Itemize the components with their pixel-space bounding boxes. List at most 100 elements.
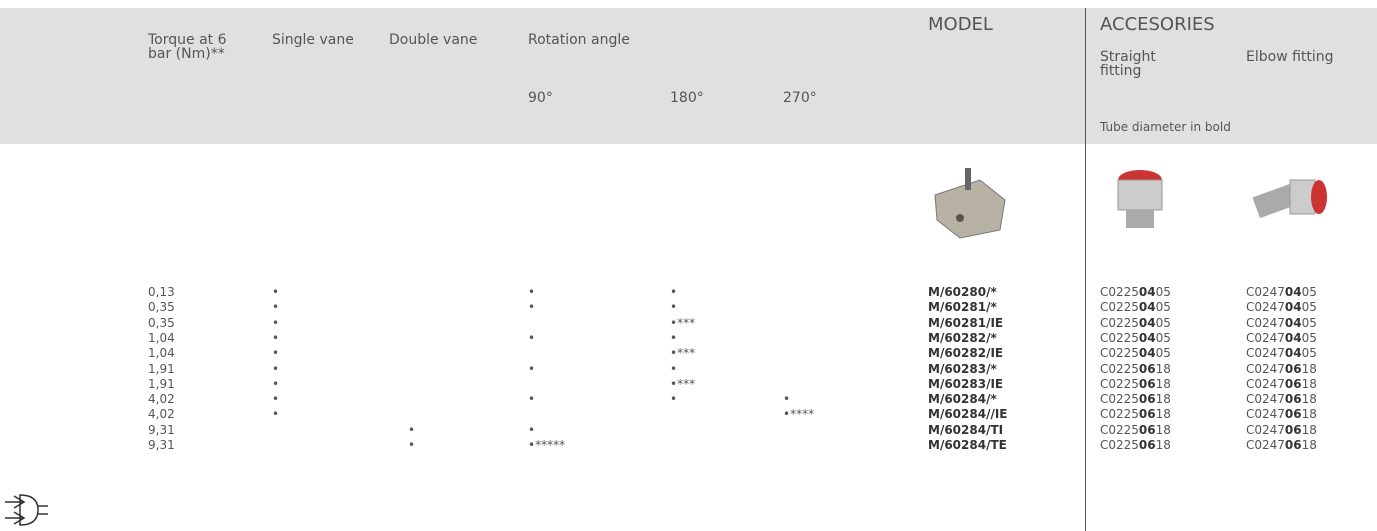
code-pre: C0225 <box>1100 300 1139 315</box>
torque-cell: 1,04 <box>148 330 175 345</box>
code-pre: C0225 <box>1100 361 1139 376</box>
code-post: 18 <box>1155 392 1171 407</box>
straight-code: C02250405 <box>1100 285 1171 300</box>
a180-cell: • <box>670 361 678 376</box>
code-bold: 06 <box>1284 422 1302 437</box>
model-cell: M/60284/* <box>928 392 997 407</box>
a90-cell: • <box>528 361 536 376</box>
code-bold: 06 <box>1284 438 1302 452</box>
elbow-code: C02470405 <box>1246 285 1317 300</box>
elbow-code: C02470618 <box>1246 423 1317 438</box>
straight-code: C02250405 <box>1100 346 1171 361</box>
code-pre: C0247 <box>1246 438 1285 452</box>
code-bold: 04 <box>1284 300 1302 315</box>
elbow-code: C02470405 <box>1246 331 1317 346</box>
elbow-code: C02470618 <box>1246 407 1317 422</box>
model-cell: M/60283/* <box>928 361 997 376</box>
single-cell: • <box>272 346 280 361</box>
code-post: 18 <box>1155 438 1171 452</box>
code-post: 18 <box>1301 438 1317 452</box>
single-cell: • <box>272 361 280 376</box>
torque-cell: 1,91 <box>148 376 175 391</box>
a270-cell: •**** <box>783 407 815 422</box>
model-cell: M/60284/TI <box>928 422 1004 437</box>
torque-cell: 0,35 <box>148 315 175 330</box>
code-pre: C0225 <box>1100 285 1139 299</box>
code-pre: C0247 <box>1246 300 1285 315</box>
straight-header: Straight fitting <box>1100 49 1156 79</box>
code-pre: C0247 <box>1246 407 1285 422</box>
single-cell: • <box>272 407 280 422</box>
header-band <box>0 8 1377 144</box>
straight-code: C02250405 <box>1100 331 1171 346</box>
torque-cell: 9,31 <box>148 438 175 452</box>
code-post: 18 <box>1301 376 1317 391</box>
code-post: 18 <box>1155 407 1171 422</box>
code-post: 18 <box>1301 422 1317 437</box>
code-bold: 04 <box>1284 315 1302 330</box>
tube-note: Tube diameter in bold <box>1100 120 1231 134</box>
code-bold: 06 <box>1138 376 1156 391</box>
code-post: 05 <box>1301 300 1317 315</box>
code-pre: C0225 <box>1100 315 1139 330</box>
a90-cell: • <box>528 330 536 345</box>
code-bold: 04 <box>1138 330 1156 345</box>
a180-cell: • <box>670 285 678 299</box>
code-pre: C0247 <box>1246 330 1285 345</box>
model-cell: M/60284//IE <box>928 407 1008 422</box>
code-bold: 06 <box>1284 361 1302 376</box>
code-post: 18 <box>1301 361 1317 376</box>
code-pre: C0225 <box>1100 330 1139 345</box>
a90-cell: • <box>528 392 536 407</box>
code-bold: 06 <box>1284 407 1302 422</box>
a180-cell: • <box>670 330 678 345</box>
code-bold: 04 <box>1138 315 1156 330</box>
model-cell: M/60281/* <box>928 300 997 315</box>
torque-cell: 0,35 <box>148 300 175 315</box>
double-cell: • <box>408 422 416 437</box>
single-cell: • <box>272 315 280 330</box>
straight-code: C02250405 <box>1100 300 1171 315</box>
rotation-header: Rotation angle <box>528 32 630 48</box>
accessories-header: ACCESORIES <box>1100 14 1215 35</box>
torque-cell: 4,02 <box>148 392 175 407</box>
straight-code: C02250618 <box>1100 377 1171 392</box>
torque-cell: 1,04 <box>148 346 175 361</box>
code-post: 05 <box>1301 346 1317 361</box>
code-bold: 04 <box>1284 285 1302 299</box>
code-pre: C0225 <box>1100 392 1139 407</box>
code-pre: C0247 <box>1246 361 1285 376</box>
code-pre: C0247 <box>1246 422 1285 437</box>
code-post: 05 <box>1301 315 1317 330</box>
a180-cell: •*** <box>670 376 696 391</box>
code-bold: 06 <box>1138 392 1156 407</box>
straight-code: C02250618 <box>1100 362 1171 377</box>
torque-cell: 9,31 <box>148 422 175 437</box>
torque-cell: 4,02 <box>148 407 175 422</box>
elbow-header: Elbow fitting <box>1246 49 1334 65</box>
model-cell: M/60283/IE <box>928 376 1004 391</box>
code-post: 05 <box>1155 330 1171 345</box>
code-bold: 06 <box>1284 392 1302 407</box>
code-bold: 04 <box>1284 330 1302 345</box>
torque-cell: 1,91 <box>148 361 175 376</box>
code-post: 18 <box>1155 422 1171 437</box>
code-pre: C0225 <box>1100 438 1139 452</box>
model-cell: M/60280/* <box>928 285 997 299</box>
straight-code: C02250618 <box>1100 392 1171 407</box>
elbow-code: C02470618 <box>1246 362 1317 377</box>
actuator-image <box>934 168 1006 239</box>
straight-fitting-image <box>1117 170 1163 228</box>
code-pre: C0225 <box>1100 376 1139 391</box>
elbow-code: C02470405 <box>1246 300 1317 315</box>
code-bold: 04 <box>1284 346 1302 361</box>
model-cell: M/60282/IE <box>928 346 1004 361</box>
model-cell: M/60284/TE <box>928 438 1007 452</box>
a180-cell: •*** <box>670 315 696 330</box>
single-cell: • <box>272 300 280 315</box>
model-cell: M/60281/IE <box>928 315 1004 330</box>
a180-cell: •*** <box>670 346 696 361</box>
angle-90: 90° <box>528 90 553 106</box>
torque-cell: 0,13 <box>148 285 175 299</box>
